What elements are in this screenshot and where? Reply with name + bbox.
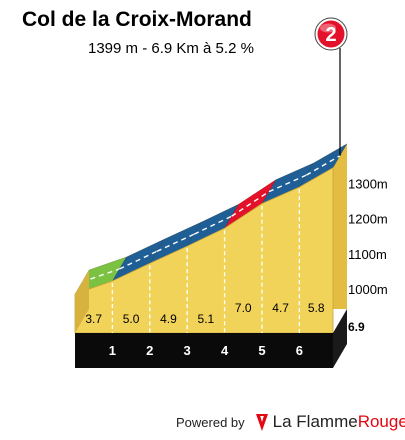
road-centerline-6 xyxy=(268,174,307,193)
profile-left-wall xyxy=(75,270,89,333)
road-centerline-2 xyxy=(119,250,158,270)
km-label: 6 xyxy=(296,343,303,358)
profile-labels-layer: 3.7 5.0 4.9 5.1 7.0 4.7 5.8 1 2 3 4 5 6 6.9 1000m 1100m… xyxy=(85,177,387,358)
powered-by-text: Powered by xyxy=(176,414,245,430)
gradient-label: 4.7 xyxy=(272,301,289,315)
gradient-label: 4.9 xyxy=(160,312,177,326)
elevation-tick-label: 1100m xyxy=(348,247,387,262)
km-label: 2 xyxy=(146,343,153,358)
category-badge-number: 2 xyxy=(325,24,336,46)
footer: Powered by La Flamme Rouge xyxy=(176,410,405,434)
category-badge-shine xyxy=(320,23,336,33)
gradient-label: 5.1 xyxy=(198,312,215,326)
gradient-label: 5.8 xyxy=(308,301,325,315)
km-label: 4 xyxy=(221,343,229,358)
end-distance-label: 6.9 xyxy=(348,320,365,334)
gradient-label: 3.7 xyxy=(85,312,102,326)
km-label: 3 xyxy=(184,343,191,358)
brand-name-part2: Rouge xyxy=(357,412,405,431)
brand-name-part1: La Flamme xyxy=(272,412,358,431)
flame-logo-icon xyxy=(255,412,269,432)
elevation-tick-label: 1000m xyxy=(348,282,388,297)
gradient-label: 7.0 xyxy=(235,301,252,315)
category-badge xyxy=(317,20,345,48)
gradient-label: 5.0 xyxy=(123,312,140,326)
elevation-tick-label: 1200m xyxy=(348,212,388,227)
elevation-tick-label: 1300m xyxy=(348,177,388,192)
category-badge-layer: 2 xyxy=(314,17,348,156)
climb-stats: 1399 m - 6.9 Km à 5.2 % xyxy=(88,40,254,57)
profile-front-face xyxy=(74,167,334,334)
road-centerline-4 xyxy=(193,215,232,235)
km-label: 1 xyxy=(109,343,116,358)
km-label: 5 xyxy=(258,343,265,358)
profile-base xyxy=(75,333,333,368)
road-centerline-3 xyxy=(156,233,195,253)
profile-front-layer xyxy=(74,167,347,368)
climb-title: Col de la Croix-Morand xyxy=(22,8,252,31)
road-centerline-7 xyxy=(305,155,341,176)
road-centerline-5 xyxy=(231,191,270,217)
profile-base-side xyxy=(333,309,347,368)
road-centerline-1 xyxy=(81,268,120,283)
